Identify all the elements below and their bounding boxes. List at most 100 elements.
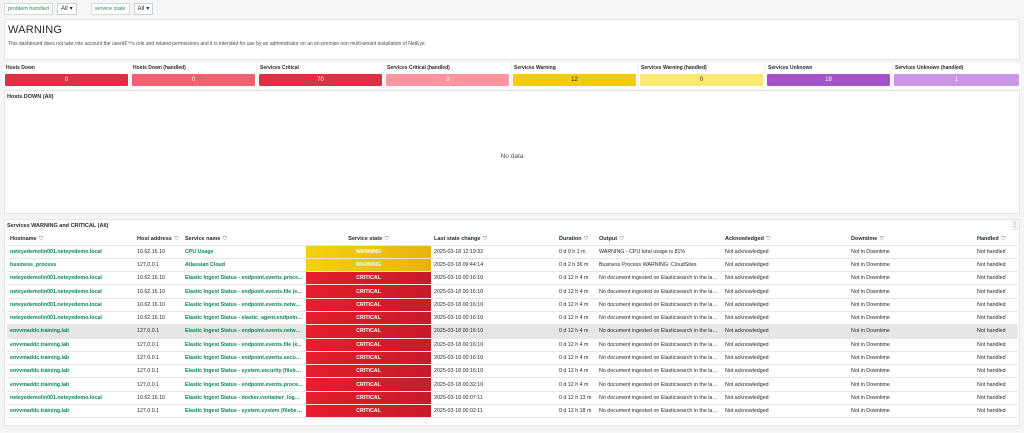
cell-hostname[interactable]: envvmaddc.training.lab bbox=[7, 377, 134, 392]
table-row[interactable]: envvmaddc.training.lab 127.0.0.1 Elastic I… bbox=[7, 338, 1018, 352]
cell-output: No document ingested on Elasticsearch in… bbox=[596, 338, 722, 352]
cell-hostname[interactable]: envvmaddc.training.lab bbox=[7, 338, 134, 352]
cell-last-state-change: 2025-03-18 00:16:10 bbox=[431, 271, 556, 286]
filter-icon[interactable]: ⛉ bbox=[878, 235, 884, 242]
cell-output: WARNING - CPU total usage is 81% bbox=[596, 245, 722, 259]
cell-service-name[interactable]: Elastic Ingest Status - system.security … bbox=[182, 364, 306, 379]
cell-service-name[interactable]: Elastic Ingest Status - endpoint.events.… bbox=[182, 298, 306, 312]
table-row[interactable]: envvmaddc.training.lab 127.0.0.1 Elastic I… bbox=[7, 377, 1018, 392]
stat-hosts-down[interactable]: Hosts Down 0 bbox=[4, 63, 129, 89]
column-header-handled[interactable]: Handled ⛉ bbox=[974, 234, 1018, 246]
column-header-host-address[interactable]: Host address ⛉ bbox=[134, 234, 182, 246]
cell-service-state: CRITICAL bbox=[306, 404, 431, 419]
column-header-service-name[interactable]: Service name ⛉ bbox=[182, 234, 306, 246]
stat-services-critical[interactable]: Services Critical 70 bbox=[258, 63, 383, 89]
cell-host-address: 10.62.16.10 bbox=[134, 391, 182, 406]
table-row[interactable]: envvmaddc.training.lab 127.0.0.1 Elastic I… bbox=[7, 364, 1018, 379]
table-row[interactable]: envvmaddc.training.lab 127.0.0.1 Elastic I… bbox=[7, 351, 1018, 366]
column-header-service-state[interactable]: Service state ⛉ bbox=[306, 234, 431, 246]
cell-hostname[interactable]: neteyedemolin001.neteyedemo.local bbox=[7, 271, 134, 286]
cell-service-name[interactable]: Elastic Ingest Status - endpoint.events.… bbox=[182, 284, 306, 299]
column-header-duration[interactable]: Duration ⛉ bbox=[556, 234, 596, 246]
stat-value: 0 bbox=[5, 74, 128, 86]
filter-icon[interactable]: ⛉ bbox=[172, 235, 179, 242]
stat-services-warning-handled[interactable]: Services Warning (handled) 0 bbox=[639, 63, 764, 89]
filter-icon[interactable]: ⛉ bbox=[481, 235, 488, 242]
filter-icon[interactable]: ⛉ bbox=[618, 235, 624, 242]
column-header-output[interactable]: Output ⛉ bbox=[596, 234, 722, 246]
cell-service-state: CRITICAL bbox=[306, 311, 431, 326]
cell-service-name[interactable]: Atlassian Cloud bbox=[182, 258, 306, 273]
cell-host-address: 10.62.16.10 bbox=[134, 284, 182, 299]
cell-hostname[interactable]: envvmaddc.training.lab bbox=[7, 404, 134, 419]
cell-service-name[interactable]: Elastic Ingest Status - endpoint.events.… bbox=[182, 377, 306, 392]
chevron-down-icon: ▾ bbox=[69, 6, 73, 12]
cell-acknowledged: Not acknowledged bbox=[722, 271, 848, 286]
variable-label-service-state: service state bbox=[90, 3, 130, 15]
stat-hosts-down-handled[interactable]: Hosts Down (handled) 0 bbox=[131, 63, 256, 89]
cell-hostname[interactable]: neteyedemolin001.neteyedemo.local bbox=[7, 245, 134, 259]
table-row[interactable]: envvmaddc.training.lab 127.0.0.1 Elastic I… bbox=[7, 324, 1018, 339]
cell-service-state: CRITICAL bbox=[306, 391, 431, 406]
table-row[interactable]: envvmaddc.training.lab 127.0.0.1 Elastic I… bbox=[7, 404, 1018, 419]
page-title: WARNING bbox=[8, 24, 63, 36]
cell-handled: Not handled bbox=[974, 271, 1018, 286]
cell-service-name[interactable]: Elastic Ingest Status - elastic_agent.en… bbox=[182, 311, 306, 326]
cell-host-address: 127.0.0.1 bbox=[134, 377, 182, 392]
cell-service-name[interactable]: CPU Usage bbox=[182, 245, 306, 259]
cell-service-name[interactable]: Elastic Ingest Status - endpoint.events.… bbox=[182, 351, 306, 366]
cell-hostname[interactable]: envvmaddc.training.lab bbox=[7, 364, 134, 379]
cell-service-name[interactable]: Elastic Ingest Status - system.system (f… bbox=[182, 404, 306, 419]
cell-service-name[interactable]: Elastic Ingest Status - endpoint.events.… bbox=[182, 338, 306, 352]
cell-hostname[interactable]: neteyedemolin001.neteyedemo.local bbox=[7, 391, 134, 406]
column-header-acknowledged[interactable]: Acknowledged ⛉ bbox=[722, 234, 848, 246]
panel-menu-icon[interactable]: ⋮ bbox=[1011, 220, 1019, 231]
cell-duration: 0 d 12 h 4 m bbox=[556, 324, 596, 339]
filter-icon[interactable]: ⛉ bbox=[582, 235, 589, 242]
cell-service-name[interactable]: Elastic Ingest Status - endpoint.events.… bbox=[182, 324, 306, 339]
stat-services-unknown-handled[interactable]: Services Unknown (handled) 1 bbox=[893, 63, 1020, 89]
cell-last-state-change: 2025-03-18 00:16:10 bbox=[431, 311, 556, 326]
table-row[interactable]: neteyedemolin001.neteyedemo.local 10.62.1… bbox=[7, 271, 1018, 286]
variables-bar: problem handled All ▾ service state All ▾ bbox=[0, 0, 1024, 18]
column-header-downtime[interactable]: Downtime ⛉ bbox=[848, 234, 974, 246]
table-row[interactable]: business_process 127.0.0.1 Atlassian Cloud… bbox=[7, 258, 1018, 273]
table-row[interactable]: neteyedemolin001.neteyedemo.local 10.62.1… bbox=[7, 391, 1018, 406]
filter-icon[interactable]: ⛉ bbox=[221, 235, 228, 242]
problem-handled-select[interactable]: All ▾ bbox=[56, 3, 77, 15]
cell-hostname[interactable]: envvmaddc.training.lab bbox=[7, 351, 134, 366]
cell-host-address: 10.62.16.10 bbox=[134, 311, 182, 326]
service-state-select[interactable]: All ▾ bbox=[133, 3, 154, 15]
cell-acknowledged: Not acknowledged bbox=[722, 284, 848, 299]
table-row[interactable]: neteyedemolin001.neteyedemo.local 10.62.1… bbox=[7, 311, 1018, 326]
chevron-down-icon: ▾ bbox=[146, 6, 150, 12]
cell-handled: Not handled bbox=[974, 404, 1018, 419]
cell-hostname[interactable]: neteyedemolin001.neteyedemo.local bbox=[7, 298, 134, 312]
cell-downtime: Not in Downtime bbox=[848, 391, 974, 406]
stat-services-warning[interactable]: Services Warning 12 bbox=[512, 63, 637, 89]
cell-service-name[interactable]: Elastic Ingest Status - endpoint.events.… bbox=[182, 271, 306, 286]
cell-acknowledged: Not acknowledged bbox=[722, 245, 848, 259]
warning-text-panel: WARNING This dashboard does not take int… bbox=[4, 19, 1020, 60]
filter-icon[interactable]: ⛉ bbox=[383, 235, 389, 242]
cell-duration: 0 d 12 h 4 m bbox=[556, 364, 596, 379]
table-row[interactable]: neteyedemolin001.neteyedemo.local 10.62.1… bbox=[7, 284, 1018, 299]
stat-services-unknown[interactable]: Services Unknown 18 bbox=[766, 63, 891, 89]
cell-hostname[interactable]: neteyedemolin001.neteyedemo.local bbox=[7, 311, 134, 326]
cell-last-state-change: 2025-03-18 09:44:14 bbox=[431, 258, 556, 273]
cell-hostname[interactable]: envvmaddc.training.lab bbox=[7, 324, 134, 339]
stat-services-critical-handled[interactable]: Services Critical (handled) 3 bbox=[385, 63, 510, 89]
cell-service-name[interactable]: Elastic Ingest Status - docker.container… bbox=[182, 391, 306, 406]
cell-host-address: 127.0.0.1 bbox=[134, 364, 182, 379]
column-header-hostname[interactable]: Hostname ⛉ bbox=[7, 234, 134, 246]
column-header-last-state-change[interactable]: Last state change ⛉ bbox=[431, 234, 556, 246]
table-row[interactable]: neteyedemolin001.neteyedemo.local 10.62.1… bbox=[7, 298, 1018, 312]
cell-hostname[interactable]: neteyedemolin001.neteyedemo.local bbox=[7, 284, 134, 299]
filter-icon[interactable]: ⛉ bbox=[37, 235, 44, 242]
table-row[interactable]: neteyedemolin001.neteyedemo.local 10.62.1… bbox=[7, 245, 1018, 259]
filter-icon[interactable]: ⛉ bbox=[764, 235, 771, 242]
cell-handled: Not handled bbox=[974, 338, 1018, 352]
filter-icon[interactable]: ⛉ bbox=[999, 235, 1006, 242]
cell-output: No document ingested on Elasticsearch in… bbox=[596, 284, 722, 299]
cell-hostname[interactable]: business_process bbox=[7, 258, 134, 273]
